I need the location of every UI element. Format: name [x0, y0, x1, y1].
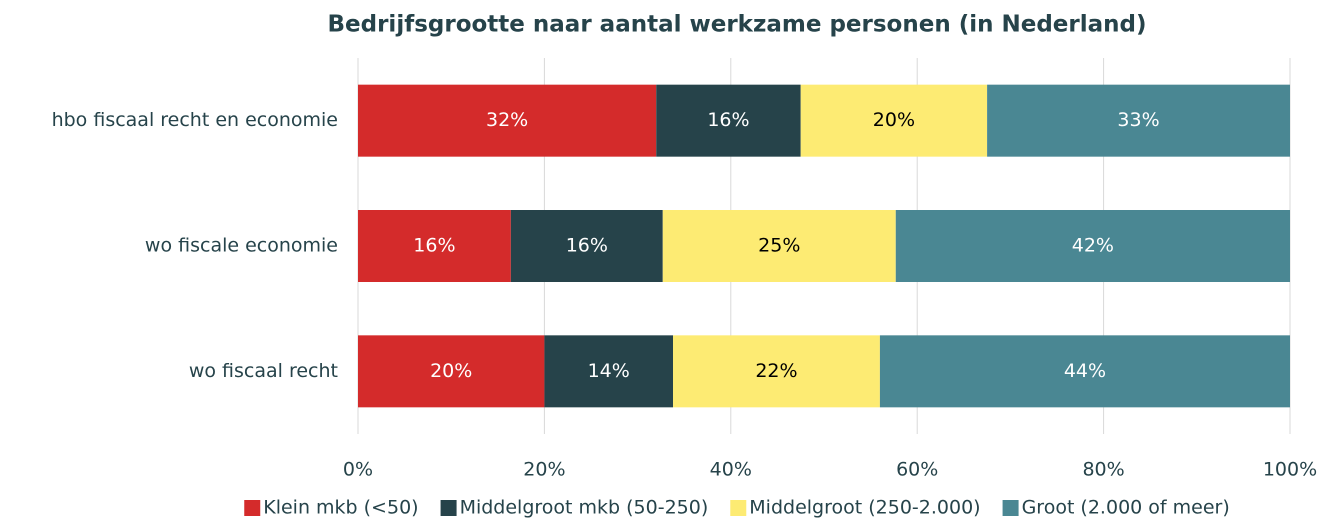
bar-segment [510, 210, 663, 282]
bar-segment [358, 335, 545, 408]
legend: Klein mkb (<50) Middelgroot mkb (50-250) M… [244, 497, 1230, 519]
x-tick-label: 0% [343, 459, 373, 481]
bar-segment [895, 210, 1290, 282]
chart-title: Bedrijfsgrootte naar aantal werkzame per… [328, 12, 1147, 38]
data-label: 16% [413, 235, 455, 257]
legend-label: Groot (2.000 of meer) [1022, 497, 1230, 519]
data-label: 16% [566, 235, 608, 257]
data-label: 42% [1072, 235, 1114, 257]
data-label: 22% [755, 360, 797, 382]
bar-segment [800, 84, 988, 157]
bar-segment [987, 84, 1290, 157]
data-label: 44% [1064, 360, 1106, 382]
x-tick-label: 80% [1082, 459, 1124, 481]
legend-label: Middelgroot mkb (50-250) [460, 497, 709, 519]
y-tick-label: hbo fiscaal recht en economie [52, 109, 338, 131]
data-label: 25% [758, 235, 800, 257]
bar-segment [358, 210, 511, 282]
legend-swatch [244, 500, 261, 516]
bar-segment [662, 210, 896, 282]
data-label: 33% [1117, 109, 1159, 131]
bar-segment [544, 335, 674, 408]
legend-swatch [1002, 500, 1019, 516]
data-label: 32% [486, 109, 528, 131]
data-label: 20% [430, 360, 472, 382]
legend-label: Klein mkb (<50) [263, 497, 418, 519]
bar-segment [656, 84, 801, 157]
y-tick-label: wo fiscaal recht [189, 360, 338, 382]
x-tick-label: 40% [710, 459, 752, 481]
bar-segment [673, 335, 880, 408]
x-tick-label: 20% [523, 459, 565, 481]
x-tick-label: 60% [896, 459, 938, 481]
data-label: 16% [707, 109, 749, 131]
legend-label: Middelgroot (250-2.000) [749, 497, 980, 519]
legend-swatch [440, 500, 457, 516]
data-label: 20% [873, 109, 915, 131]
x-tick-label: 100% [1263, 459, 1317, 481]
y-tick-label: wo fiscale economie [145, 235, 338, 257]
bar-segment [879, 335, 1290, 408]
data-label: 14% [588, 360, 630, 382]
legend-swatch [730, 500, 747, 516]
bar-segment [358, 84, 657, 157]
